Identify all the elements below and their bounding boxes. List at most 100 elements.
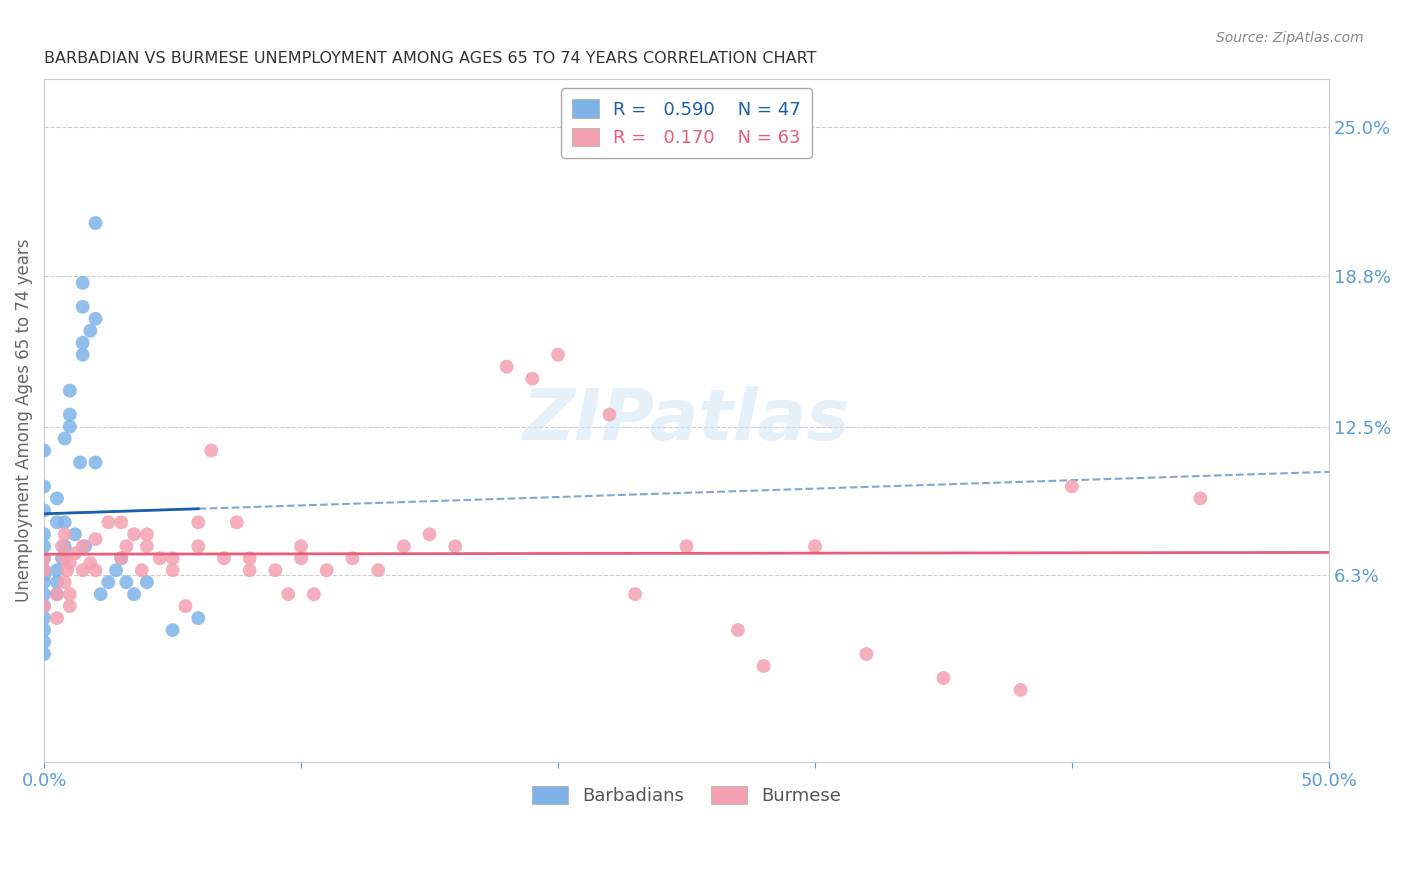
Point [149, 551, 172, 566]
Point [239, 551, 262, 566]
Point [239, 563, 262, 577]
Point [53, 516, 76, 530]
Point [53, 527, 76, 541]
Point [122, 587, 145, 601]
Point [162, 551, 184, 566]
Point [110, 551, 132, 566]
Point [135, 527, 157, 541]
Point [290, 551, 312, 566]
Point [75, 539, 97, 553]
Point [63, 527, 86, 541]
Point [162, 563, 184, 577]
Point [135, 575, 157, 590]
Point [110, 551, 132, 566]
Point [598, 408, 620, 422]
Point [32, 587, 55, 601]
Point [72, 335, 94, 350]
Point [32, 551, 55, 566]
Point [115, 539, 138, 553]
Point [59, 419, 82, 434]
Point [115, 575, 138, 590]
Point [1060, 479, 1083, 493]
Point [84, 532, 107, 546]
Point [1189, 491, 1212, 506]
Point [122, 527, 145, 541]
Point [264, 563, 287, 577]
Point [162, 623, 184, 637]
Text: Source: ZipAtlas.com: Source: ZipAtlas.com [1216, 31, 1364, 45]
Point [63, 546, 86, 560]
Point [59, 599, 82, 614]
Point [855, 647, 877, 661]
Point [342, 551, 364, 566]
Point [51, 551, 73, 566]
Point [32, 551, 55, 566]
Point [727, 623, 749, 637]
Point [105, 563, 128, 577]
Text: ZIPatlas: ZIPatlas [523, 386, 851, 455]
Point [135, 539, 157, 553]
Point [72, 563, 94, 577]
Point [277, 587, 299, 601]
Point [97, 575, 120, 590]
Point [53, 575, 76, 590]
Point [32, 563, 55, 577]
Point [46, 491, 69, 506]
Point [32, 611, 55, 625]
Point [79, 556, 101, 570]
Point [79, 324, 101, 338]
Y-axis label: Unemployment Among Ages 65 to 74 years: Unemployment Among Ages 65 to 74 years [15, 239, 32, 602]
Point [32, 503, 55, 517]
Point [56, 563, 79, 577]
Point [84, 455, 107, 469]
Point [110, 516, 132, 530]
Point [59, 408, 82, 422]
Point [72, 348, 94, 362]
Point [53, 551, 76, 566]
Point [59, 384, 82, 398]
Point [32, 479, 55, 493]
Point [174, 599, 197, 614]
Point [84, 311, 107, 326]
Point [392, 539, 415, 553]
Point [46, 563, 69, 577]
Point [32, 568, 55, 582]
Point [32, 563, 55, 577]
Point [72, 539, 94, 553]
Point [32, 539, 55, 553]
Point [547, 348, 569, 362]
Point [32, 623, 55, 637]
Point [32, 443, 55, 458]
Point [72, 300, 94, 314]
Point [187, 611, 209, 625]
Point [187, 516, 209, 530]
Point [59, 556, 82, 570]
Point [59, 587, 82, 601]
Point [932, 671, 955, 685]
Text: BARBADIAN VS BURMESE UNEMPLOYMENT AMONG AGES 65 TO 74 YEARS CORRELATION CHART: BARBADIAN VS BURMESE UNEMPLOYMENT AMONG … [44, 51, 817, 66]
Point [84, 216, 107, 230]
Point [804, 539, 827, 553]
Point [32, 575, 55, 590]
Point [187, 539, 209, 553]
Point [51, 539, 73, 553]
Point [32, 647, 55, 661]
Point [84, 563, 107, 577]
Point [46, 611, 69, 625]
Point [32, 599, 55, 614]
Point [97, 516, 120, 530]
Point [444, 539, 467, 553]
Point [32, 635, 55, 649]
Point [72, 276, 94, 290]
Point [53, 539, 76, 553]
Point [675, 539, 697, 553]
Point [495, 359, 517, 374]
Point [367, 563, 389, 577]
Point [315, 563, 337, 577]
Point [32, 527, 55, 541]
Point [1010, 682, 1032, 697]
Point [302, 587, 325, 601]
Point [69, 455, 91, 469]
Point [212, 551, 235, 566]
Point [46, 587, 69, 601]
